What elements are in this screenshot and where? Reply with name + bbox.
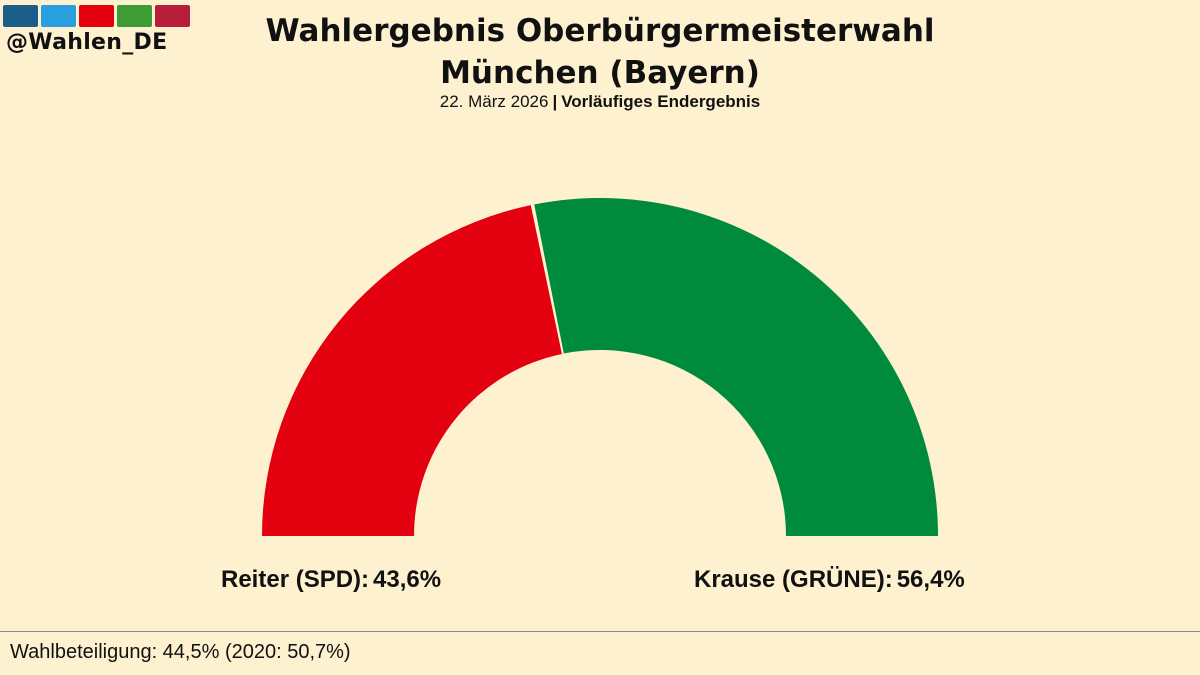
candidate-label-krause: Krause (GRÜNE): 56,4% — [694, 566, 965, 594]
brand-bar-1 — [3, 5, 38, 27]
candidate-name-reiter: Reiter (SPD): — [221, 566, 370, 593]
election-date: 22. März 2026 — [439, 92, 549, 111]
donut-segment-reiter — [262, 205, 562, 536]
brand-bar-3 — [79, 5, 114, 27]
turnout-note: Wahlbeteiligung: 44,5% (2020: 50,7%) — [10, 641, 351, 663]
chart-subtitle: 22. März 2026 | Vorläufiges Endergebnis — [150, 92, 1050, 112]
candidate-share-reiter: 43,6% — [373, 566, 442, 593]
brand-bar-2 — [41, 5, 76, 27]
donut-segment-krause — [534, 198, 938, 537]
candidate-share-krause: 56,4% — [896, 566, 965, 593]
title-line-1: Wahlergebnis Oberbürgermeisterwahl — [265, 13, 935, 49]
brand-bar-5 — [155, 5, 190, 27]
footer-divider — [0, 631, 1200, 632]
candidate-label-reiter: Reiter (SPD): 43,6% — [221, 566, 441, 594]
account-handle: @Wahlen_DE — [6, 30, 168, 55]
title-line-2: München (Bayern) — [440, 55, 760, 91]
subtitle-separator: | — [552, 92, 558, 111]
brand-color-bars — [3, 5, 190, 27]
brand-bar-4 — [117, 5, 152, 27]
chart-title: Wahlergebnis Oberbürgermeisterwahl Münch… — [150, 10, 1050, 94]
candidate-name-krause: Krause (GRÜNE): — [694, 566, 893, 593]
result-status: Vorläufiges Endergebnis — [561, 92, 761, 111]
